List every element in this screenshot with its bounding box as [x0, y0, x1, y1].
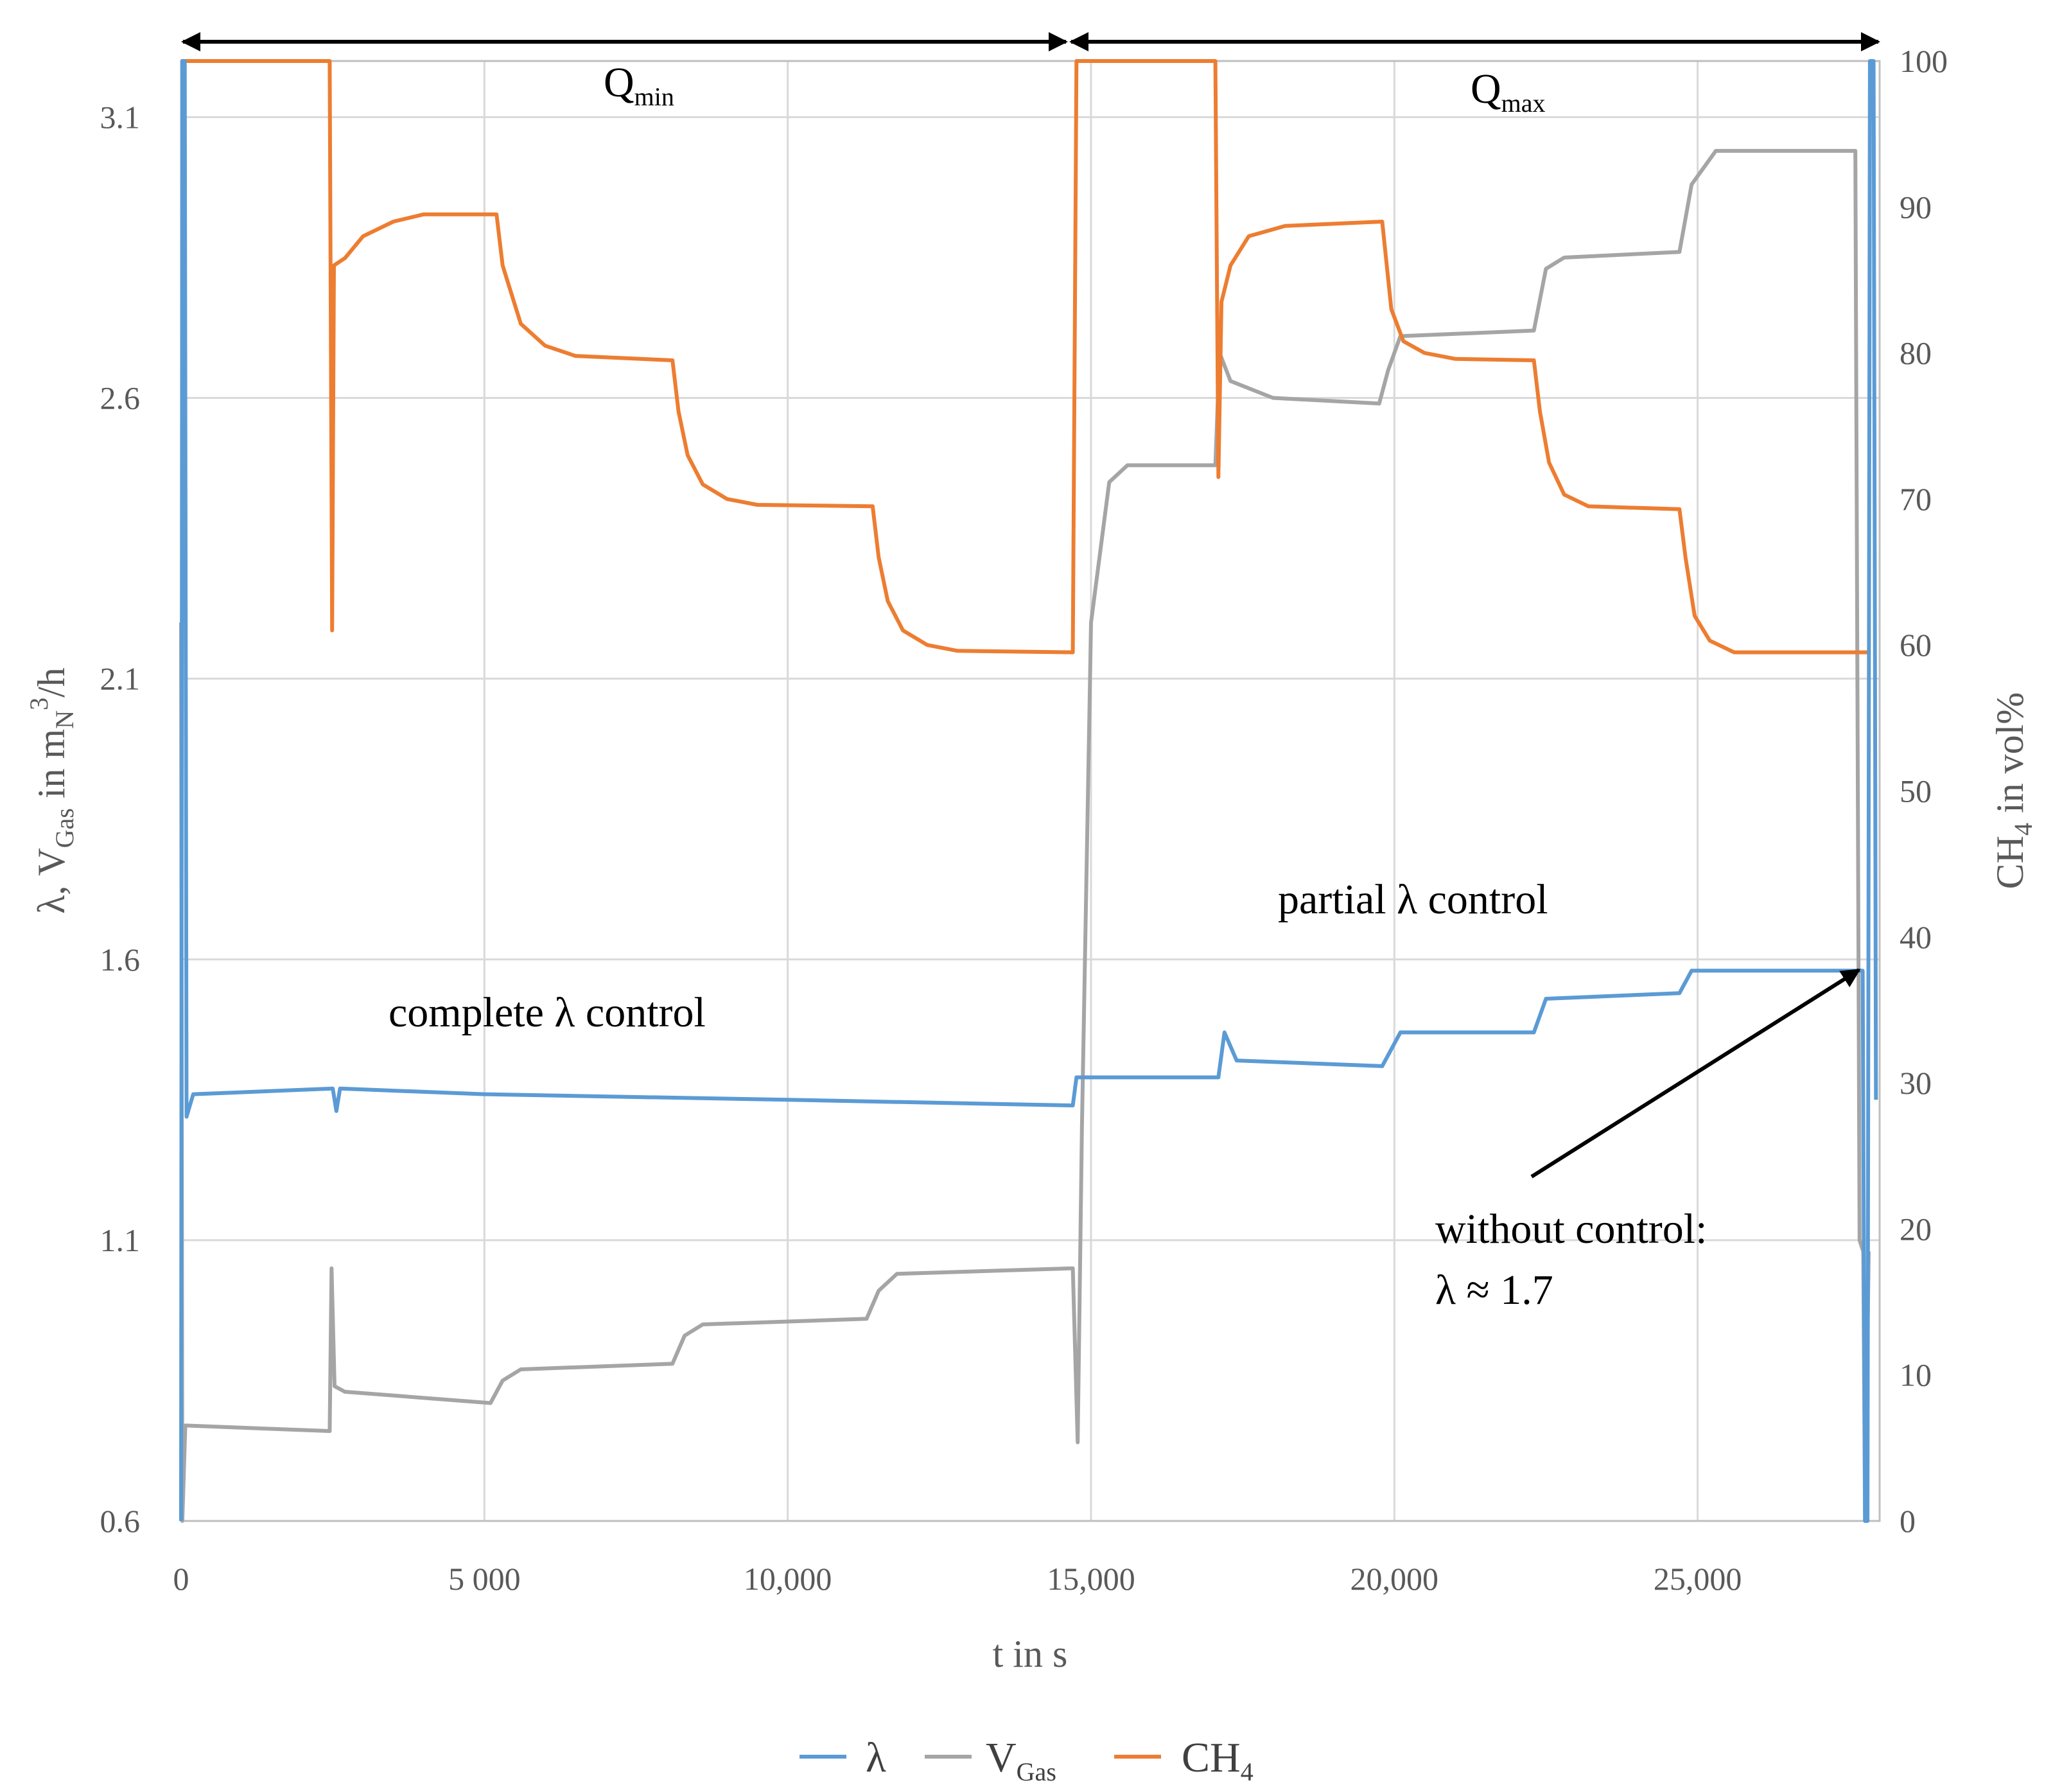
y-right-tick-label: 10	[1900, 1357, 1932, 1393]
x-tick-label: 15,000	[1047, 1561, 1135, 1597]
y-left-tick-label: 2.1	[100, 661, 141, 697]
without-control-label: without control:	[1435, 1206, 1707, 1252]
y-right-tick-labels: 0 10 20 30 40 50 60 70 80 90 100	[1900, 43, 1948, 1539]
y-left-tick-label: 0.6	[100, 1503, 141, 1539]
legend-label-vgas: VGas	[986, 1734, 1056, 1786]
series-line-ch4	[181, 59, 1868, 654]
y-right-tick-label: 0	[1900, 1503, 1916, 1539]
partial-control-label: partial λ control	[1278, 876, 1548, 923]
y-right-tick-label: 70	[1900, 481, 1932, 517]
without-control-value: λ ≈ 1.7	[1435, 1267, 1553, 1313]
y-right-tick-label: 20	[1900, 1211, 1932, 1247]
y-right-tick-label: 60	[1900, 627, 1932, 663]
y-right-tick-label: 90	[1900, 189, 1932, 225]
qmax-label: Qmax	[1471, 66, 1546, 118]
legend-label-ch4: CH4	[1182, 1734, 1254, 1786]
series-layer	[179, 59, 1878, 1523]
x-axis-title: t in s	[993, 1633, 1068, 1675]
complete-control-label: complete λ control	[389, 989, 706, 1036]
legend-label-lambda: λ	[866, 1734, 886, 1781]
x-tick-label: 5 000	[448, 1561, 521, 1597]
grid	[180, 61, 1880, 1522]
y-right-tick-label: 80	[1900, 335, 1932, 371]
without-control-arrow	[1530, 968, 1861, 1179]
y-left-tick-label: 2.6	[100, 380, 141, 416]
y-right-tick-label: 100	[1900, 43, 1948, 79]
y-right-tick-label: 40	[1900, 919, 1932, 955]
legend: λ VGas CH4	[799, 1734, 1254, 1786]
qmin-label: Qmin	[604, 59, 674, 111]
x-tick-label: 10,000	[744, 1561, 832, 1597]
x-tick-label: 25,000	[1654, 1561, 1742, 1597]
y-left-tick-label: 1.1	[100, 1222, 141, 1258]
plot-area-frame	[180, 60, 1881, 1522]
y-right-axis-title: CH4 in vol%	[1989, 692, 2038, 890]
y-right-tick-label: 30	[1900, 1065, 1932, 1101]
y-left-tick-label: 1.6	[100, 942, 141, 978]
series-line-vgas	[179, 148, 1871, 1523]
x-tick-labels: 0 5 000 10,000 15,000 20,000 25,000	[173, 1561, 1742, 1597]
x-tick-label: 20,000	[1350, 1561, 1439, 1597]
series-line-lambda	[179, 59, 1878, 1523]
y-right-tick-label: 50	[1900, 773, 1932, 809]
y-left-axis-title: λ, VGas in mN3/h	[24, 667, 79, 914]
y-left-tick-label: 3.1	[100, 99, 141, 135]
x-tick-label: 0	[173, 1561, 189, 1597]
y-left-tick-labels: 0.6 1.1 1.6 2.1 2.6 3.1	[100, 99, 141, 1539]
